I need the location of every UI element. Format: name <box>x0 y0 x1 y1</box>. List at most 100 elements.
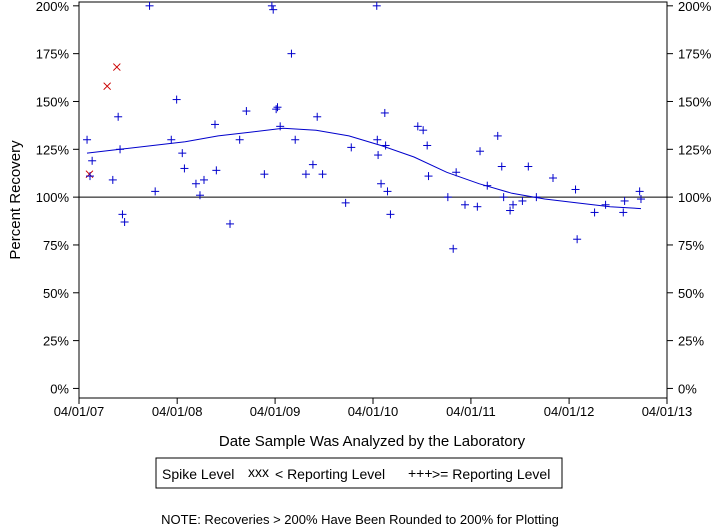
point-above-reporting <box>548 174 557 182</box>
plot-frame <box>78 1 668 399</box>
point-above-reporting <box>269 5 278 14</box>
legend-title: Spike Level <box>162 466 234 482</box>
point-above-reporting <box>276 122 285 131</box>
point-above-reporting <box>377 179 386 188</box>
point-above-reporting <box>386 210 395 219</box>
point-above-reporting <box>260 170 269 179</box>
x-tick-label: 04/01/09 <box>250 404 301 419</box>
point-above-reporting <box>497 162 506 171</box>
point-above-reporting <box>200 175 209 184</box>
point-above-reporting <box>449 244 458 253</box>
point-above-reporting <box>381 141 390 150</box>
y-tick-label-right: 100% <box>678 190 712 205</box>
point-above-reporting <box>242 107 251 116</box>
point-above-reporting <box>212 166 221 175</box>
x-tick-label: 04/01/12 <box>544 404 595 419</box>
point-above-reporting <box>383 187 392 196</box>
y-tick-label-right: 25% <box>678 334 704 349</box>
point-above-reporting <box>347 143 356 152</box>
point-above-reporting <box>211 120 220 129</box>
point-above-reporting <box>226 219 235 228</box>
point-above-reporting <box>114 112 123 121</box>
x-tick-label: 04/01/10 <box>348 404 399 419</box>
point-above-reporting <box>571 185 580 194</box>
point-above-reporting <box>452 168 461 177</box>
y-tick-label-left: 75% <box>43 238 69 253</box>
point-above-reporting <box>308 160 317 169</box>
point-above-reporting <box>419 126 428 135</box>
point-above-reporting <box>88 156 97 165</box>
point-above-reporting <box>636 195 645 204</box>
y-tick-label-right: 0% <box>678 381 697 396</box>
point-above-reporting <box>518 196 527 205</box>
point-below-reporting <box>112 63 121 71</box>
y-tick-label-right: 125% <box>678 142 712 157</box>
point-above-reporting <box>499 193 508 202</box>
point-above-reporting <box>301 170 310 179</box>
point-above-reporting <box>619 208 628 217</box>
y-tick-label-right: 50% <box>678 286 704 301</box>
trend-line <box>86 127 642 210</box>
point-above-reporting <box>151 187 160 196</box>
point-above-reporting <box>601 200 610 209</box>
point-above-reporting <box>573 235 582 244</box>
point-above-reporting <box>287 49 296 58</box>
point-below-reporting <box>85 170 94 179</box>
data-points <box>83 1 645 253</box>
point-above-reporting <box>116 145 125 154</box>
point-above-reporting <box>118 210 127 219</box>
point-above-reporting <box>180 164 189 173</box>
point-above-reporting <box>506 206 515 215</box>
y-tick-label-right: 200% <box>678 0 712 14</box>
point-above-reporting <box>272 105 281 114</box>
point-above-reporting <box>318 170 327 179</box>
y-tick-label-right: 75% <box>678 238 704 253</box>
point-above-reporting <box>493 131 502 140</box>
point-above-reporting <box>341 198 350 207</box>
point-above-reporting <box>172 95 181 104</box>
point-above-reporting <box>83 135 92 144</box>
y-tick-label-left: 125% <box>36 142 70 157</box>
point-above-reporting <box>423 141 432 150</box>
point-above-reporting <box>167 135 176 144</box>
legend-label-below: < Reporting Level <box>275 466 385 482</box>
footnote: NOTE: Recoveries > 200% Have Been Rounde… <box>161 512 559 527</box>
point-above-reporting <box>372 1 381 10</box>
point-above-reporting <box>195 191 204 200</box>
y-tick-label-left: 0% <box>50 381 69 396</box>
point-above-reporting <box>590 208 599 217</box>
point-below-reporting <box>103 82 112 91</box>
y-axis-title: Percent Recovery <box>7 140 24 260</box>
point-above-reporting <box>620 196 629 205</box>
x-axis-ticks: 04/01/07 04/01/08 04/01/09 04/01/10 04/01/11… <box>54 398 693 419</box>
point-above-reporting <box>413 122 422 131</box>
x-tick-label: 04/01/07 <box>54 404 105 419</box>
point-above-reporting <box>108 175 117 184</box>
point-above-reporting <box>443 193 452 202</box>
x-axis-title: Date Sample Was Analyzed by the Laborato… <box>219 433 526 450</box>
point-above-reporting <box>532 193 541 202</box>
y-tick-label-left: 150% <box>36 94 70 109</box>
legend-marker-below: xxx <box>248 464 269 480</box>
y-tick-label-left: 25% <box>43 334 69 349</box>
x-tick-label: 04/01/11 <box>446 404 496 419</box>
legend-label-above: >= Reporting Level <box>432 466 550 482</box>
y-axis-ticks: 0% 0% 25% 25% 50% 50% 75% 75% 100% 100% 125% 125% 15… <box>36 0 712 396</box>
point-above-reporting <box>313 112 322 121</box>
point-above-reporting <box>524 162 533 171</box>
legend: Spike Level xxx < Reporting Level +++ >=… <box>155 457 563 489</box>
point-above-reporting <box>145 1 154 10</box>
legend-box <box>155 457 563 489</box>
point-above-reporting <box>267 1 276 10</box>
point-above-reporting <box>235 135 244 144</box>
point-above-reporting <box>374 151 383 160</box>
point-above-reporting <box>120 218 129 226</box>
point-above-reporting <box>424 172 433 181</box>
x-tick-label: 04/01/13 <box>642 404 693 419</box>
point-above-reporting <box>461 200 470 209</box>
x-tick-label: 04/01/08 <box>152 404 203 419</box>
y-tick-label-right: 150% <box>678 94 712 109</box>
point-above-reporting <box>380 108 389 117</box>
point-above-reporting <box>483 181 492 190</box>
